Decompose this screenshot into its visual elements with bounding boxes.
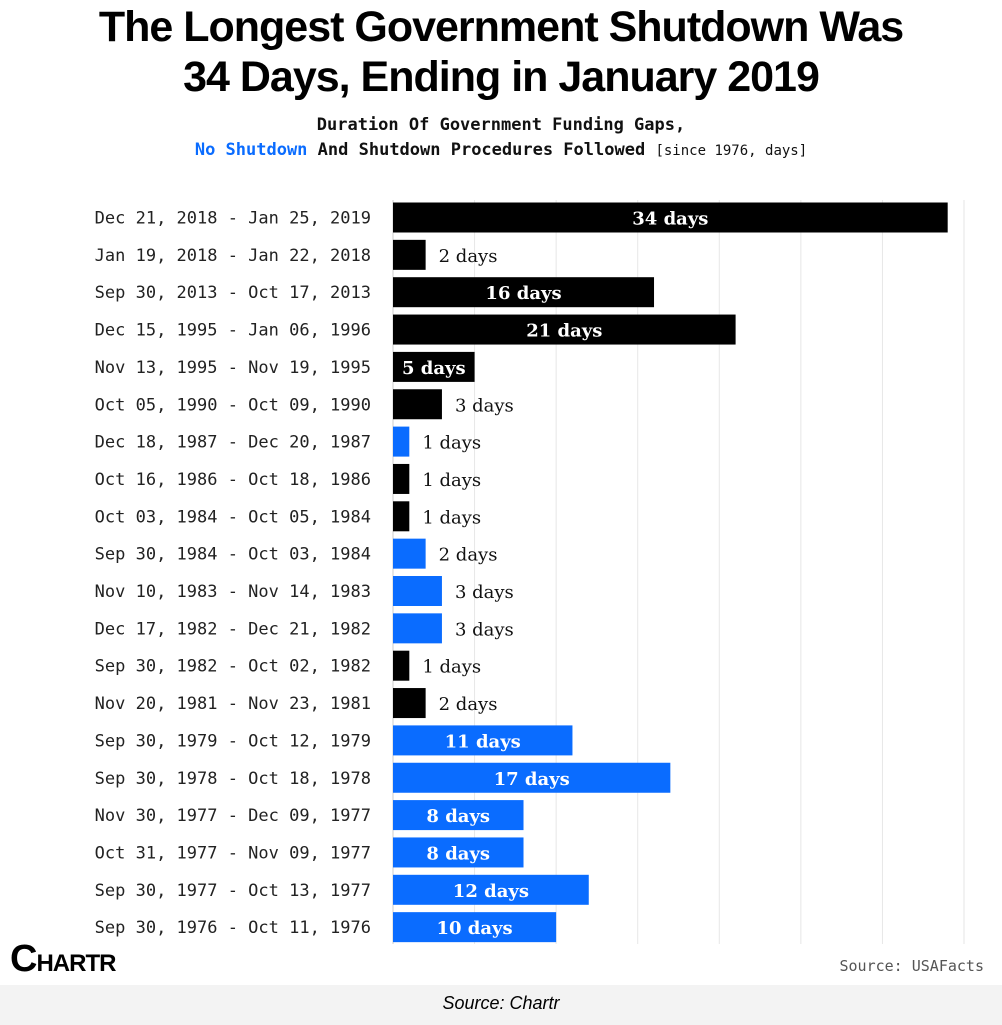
bar <box>393 800 524 831</box>
bar-value-label: 3 days <box>455 619 514 640</box>
bar-value-label: 17 days <box>494 769 570 790</box>
bar-value-label: 5 days <box>402 358 466 379</box>
category-label: Sep 30, 1978 - Oct 18, 1978 <box>95 769 371 789</box>
category-label: Nov 13, 1995 - Nov 19, 1995 <box>95 358 371 378</box>
category-label: Sep 30, 1982 - Oct 02, 1982 <box>95 657 371 677</box>
category-label: Sep 30, 1976 - Oct 11, 1976 <box>95 918 371 938</box>
chart-subtitle: Duration Of Government Funding Gaps, No … <box>0 113 1002 164</box>
bar <box>393 389 442 420</box>
bar-value-label: 1 days <box>422 470 481 491</box>
subtitle-units: [since 1976, days] <box>655 143 808 159</box>
category-label: Oct 31, 1977 - Nov 09, 1977 <box>95 843 371 863</box>
bar <box>393 613 442 644</box>
subtitle-line-1: Duration Of Government Funding Gaps, <box>316 115 686 135</box>
bar-value-label: 11 days <box>445 731 521 752</box>
bar <box>393 688 426 719</box>
bar-value-label: 2 days <box>439 545 498 566</box>
category-label: Dec 21, 2018 - Jan 25, 2019 <box>95 209 371 229</box>
bar <box>393 463 410 494</box>
bar-value-label: 1 days <box>422 657 481 678</box>
source-usafacts: Source: USAFacts <box>839 957 985 975</box>
bar-value-label: 1 days <box>422 507 481 528</box>
footer-source: Source: Chartr <box>0 985 1002 1025</box>
bar <box>393 576 442 606</box>
bar-value-label: 2 days <box>439 246 498 267</box>
category-label: Oct 16, 1986 - Oct 18, 1986 <box>95 470 371 490</box>
bar-value-label: 16 days <box>485 283 561 304</box>
bar <box>393 650 410 681</box>
category-label: Sep 30, 2013 - Oct 17, 2013 <box>95 283 371 303</box>
title-line-2: 34 Days, Ending in January 2019 <box>183 53 820 101</box>
chart-title: The Longest Government Shutdown Was 34 D… <box>0 2 1002 102</box>
bar-value-label: 3 days <box>455 395 514 416</box>
category-label: Dec 17, 1982 - Dec 21, 1982 <box>95 619 371 639</box>
bar <box>393 912 557 943</box>
category-label: Nov 10, 1983 - Nov 14, 1983 <box>95 582 371 602</box>
legend-shutdown: And Shutdown Procedures Followed <box>317 140 646 160</box>
bar <box>393 426 410 457</box>
bar <box>393 874 589 905</box>
bar <box>393 837 524 868</box>
category-label: Oct 05, 1990 - Oct 09, 1990 <box>95 395 371 415</box>
legend-no-shutdown: No Shutdown <box>194 140 308 160</box>
category-label: Sep 30, 1979 - Oct 12, 1979 <box>95 731 371 751</box>
bar <box>393 314 736 345</box>
category-label: Oct 03, 1984 - Oct 05, 1984 <box>95 507 371 527</box>
category-label: Nov 20, 1981 - Nov 23, 1981 <box>95 694 371 714</box>
bar-value-label: 2 days <box>439 694 498 715</box>
bar-value-label: 3 days <box>455 582 514 603</box>
bar-value-label: 8 days <box>426 806 490 827</box>
category-label: Sep 30, 1984 - Oct 03, 1984 <box>95 545 371 565</box>
bar <box>393 538 426 569</box>
category-label: Jan 19, 2018 - Jan 22, 2018 <box>95 246 371 266</box>
title-line-1: The Longest Government Shutdown Was <box>98 3 904 51</box>
chartr-logo: CHARTR <box>10 938 116 980</box>
bar <box>393 239 426 270</box>
bar-value-label: 1 days <box>422 433 481 454</box>
bar-value-label: 34 days <box>632 209 708 230</box>
category-label: Nov 30, 1977 - Dec 09, 1977 <box>95 806 371 826</box>
category-label: Dec 18, 1987 - Dec 20, 1987 <box>95 433 371 453</box>
bar-chart: Dec 21, 2018 - Jan 25, 2019 34 days Jan 19… <box>95 200 965 944</box>
bar <box>393 501 410 532</box>
category-label: Dec 15, 1995 - Jan 06, 1996 <box>95 321 371 341</box>
bar <box>393 762 671 793</box>
bar <box>393 725 573 756</box>
category-label: Sep 30, 1977 - Oct 13, 1977 <box>95 881 371 901</box>
bar <box>393 351 475 382</box>
bar-value-label: 21 days <box>526 321 602 342</box>
bar-value-label: 12 days <box>453 881 529 902</box>
bar-value-label: 8 days <box>426 843 490 864</box>
bar <box>393 202 948 233</box>
bar-value-label: 10 days <box>436 918 512 939</box>
bar <box>393 277 655 308</box>
